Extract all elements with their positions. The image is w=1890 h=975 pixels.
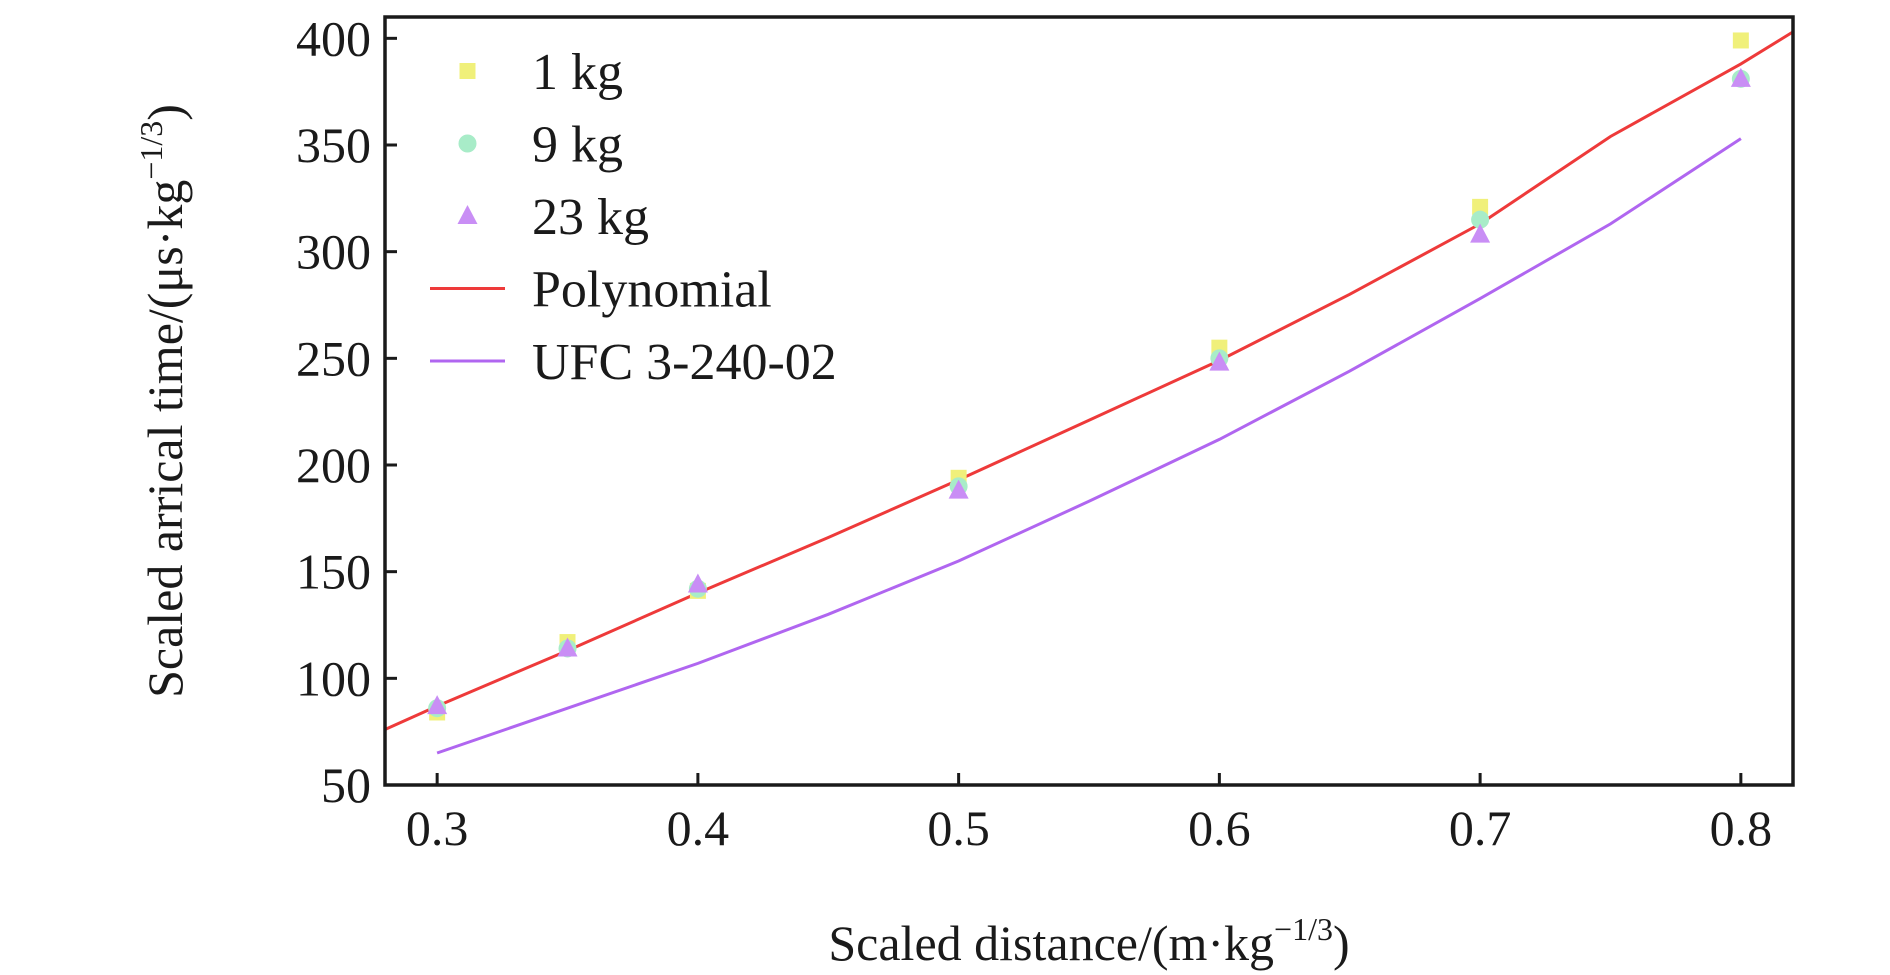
- legend-label: Polynomial: [532, 262, 772, 319]
- axis-layer: 0.3 0.4 0.5 0.6 0.7 0.8 50 100 150 200 250 300 350 40…: [296, 10, 1772, 856]
- x-axis-title-superscript: −1/3: [1274, 911, 1333, 947]
- data-point: [1471, 210, 1490, 229]
- y-tick-label: 150: [296, 544, 371, 600]
- legend-label: 23 kg: [532, 189, 649, 246]
- y-tick-label: 100: [296, 650, 371, 706]
- data-point: [1730, 67, 1751, 87]
- legend-item-23-kg: 23 kg: [457, 189, 649, 246]
- x-tick-label: 0.6: [1188, 800, 1251, 856]
- y-axis-title-main: Scaled arrical time/(μs·kg: [137, 180, 193, 698]
- y-tick-label: 250: [296, 330, 371, 386]
- y-tick-label: 50: [321, 757, 371, 813]
- legend-item-ufc-3-240-02: UFC 3-240-02: [430, 334, 837, 391]
- x-tick-label: 0.4: [667, 800, 730, 856]
- y-axis-title-end: ): [137, 104, 193, 121]
- data-point: [948, 479, 969, 499]
- y-axis-title: Scaled arrical time/(μs·kg−1/3): [133, 104, 193, 698]
- legend: 1 kg 9 kg 23 kg Polynomial UFC 3-240-02: [430, 44, 837, 391]
- data-point: [1732, 32, 1749, 49]
- x-tick-label: 0.5: [927, 800, 990, 856]
- x-axis-title-main: Scaled distance/(m·kg: [828, 915, 1274, 971]
- data-point: [557, 637, 578, 657]
- y-axis-title-superscript: −1/3: [133, 121, 169, 180]
- legend-marker: [458, 134, 477, 153]
- legend-label: UFC 3-240-02: [532, 334, 837, 391]
- legend-item-9-kg: 9 kg: [458, 117, 623, 174]
- legend-label: 1 kg: [532, 44, 623, 101]
- legend-item-1-kg: 1 kg: [459, 44, 623, 101]
- y-tick-label: 350: [296, 117, 371, 173]
- legend-label: 9 kg: [532, 117, 623, 174]
- series-line-ufc-3-240-02: [436, 137, 1742, 755]
- x-axis-title: Scaled distance/(m·kg−1/3): [828, 911, 1349, 971]
- data-point: [1472, 198, 1489, 215]
- x-tick-label: 0.8: [1710, 800, 1773, 856]
- legend-marker: [459, 63, 476, 79]
- x-tick-label: 0.7: [1449, 800, 1512, 856]
- legend-marker: [457, 205, 478, 224]
- x-axis-title-end: ): [1333, 915, 1350, 971]
- plot-area-frame: [383, 15, 1795, 787]
- data-point: [1470, 223, 1491, 243]
- y-tick-label: 300: [296, 224, 371, 280]
- y-tick-label: 400: [296, 10, 371, 66]
- x-tick-label: 0.3: [406, 800, 469, 856]
- series-layer: [384, 30, 1794, 755]
- y-tick-label: 200: [296, 437, 371, 493]
- series-points-23-kg: [427, 67, 1751, 715]
- data-point: [687, 573, 708, 593]
- series-points-9-kg: [428, 69, 1750, 718]
- data-point: [1209, 351, 1230, 371]
- legend-item-polynomial: Polynomial: [430, 262, 772, 319]
- data-point: [427, 695, 448, 715]
